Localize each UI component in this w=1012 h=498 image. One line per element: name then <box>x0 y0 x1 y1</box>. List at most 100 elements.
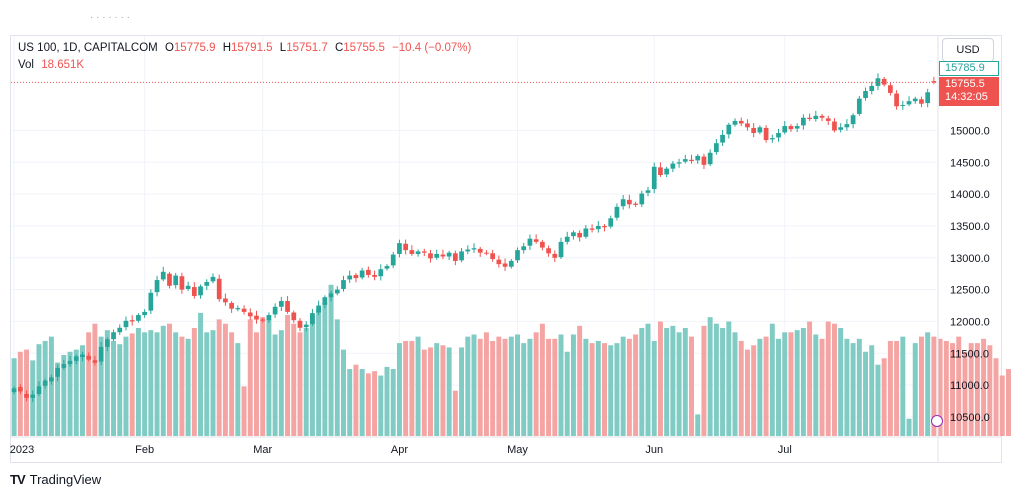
volume-bar <box>396 343 402 436</box>
candle-body <box>365 269 371 275</box>
candle-body <box>254 315 259 320</box>
volume-bar <box>111 340 117 436</box>
volume-bar <box>769 323 775 436</box>
candle-body <box>61 364 67 368</box>
candle-body <box>888 85 893 93</box>
x-tick-label: Apr <box>391 444 408 456</box>
candle-body <box>123 320 129 328</box>
volume-bar <box>490 340 496 436</box>
candle-body <box>751 127 757 134</box>
candle-body <box>533 239 539 242</box>
volume-bar <box>937 338 943 436</box>
volume-bar <box>291 323 297 436</box>
volume-bar <box>546 338 552 436</box>
volume-bar <box>241 386 247 436</box>
volume-bar <box>720 328 726 436</box>
volume-bar <box>515 334 520 436</box>
candle-body <box>794 126 800 129</box>
candle-body <box>179 276 185 290</box>
candle-body <box>17 386 23 392</box>
candle-body <box>881 78 887 85</box>
candle-body <box>67 360 73 365</box>
candle-body <box>838 127 844 130</box>
volume-bar <box>285 315 291 436</box>
volume-bar <box>564 351 570 436</box>
volume-bar <box>160 325 166 436</box>
volume-bar <box>272 334 278 436</box>
candle-body <box>508 260 514 267</box>
volume-bar <box>328 284 334 436</box>
volume-bar <box>682 328 688 436</box>
volume-bar <box>266 319 272 436</box>
candle-body <box>894 93 899 107</box>
volume-bar <box>962 351 968 436</box>
volume-bar <box>390 369 396 436</box>
currency-button[interactable]: USD <box>942 38 994 62</box>
volume-bar <box>135 328 141 436</box>
candle-body <box>459 251 464 261</box>
volume-bar <box>322 302 328 436</box>
candle-body <box>931 81 937 83</box>
candle-body <box>210 276 216 282</box>
tradingview-logo[interactable]: TV TradingView <box>10 472 101 487</box>
volume-bar <box>403 340 409 436</box>
compare-circle-icon[interactable] <box>931 415 943 427</box>
candle-body <box>154 280 160 293</box>
volume-bar <box>577 325 583 436</box>
volume-bar <box>11 358 17 436</box>
volume-bar <box>297 332 303 436</box>
candle-body <box>813 115 819 120</box>
symbol-title[interactable]: US 100, 1D, CAPITALCOM <box>18 42 158 54</box>
candle-body <box>552 253 558 258</box>
y-tick-label: 13500.0 <box>950 221 990 233</box>
ohlc-legend: US 100, 1D, CAPITALCOM O15775.9 H15791.5… <box>18 42 471 54</box>
candle-body <box>73 356 79 361</box>
volume-bar <box>316 308 322 436</box>
volume-bar <box>409 340 415 436</box>
volume-bar <box>191 328 197 436</box>
volume-value: 18.651K <box>41 59 85 71</box>
volume-bar <box>539 323 545 436</box>
candle-body <box>819 115 825 118</box>
candle-body <box>204 281 210 286</box>
candle-body <box>689 159 694 162</box>
candle-body <box>832 121 837 131</box>
volume-bar <box>925 332 931 436</box>
x-tick-label: Jul <box>778 444 792 456</box>
candle-body <box>776 133 781 138</box>
candle-body <box>173 275 179 286</box>
volume-bar <box>73 349 79 436</box>
volume-bar <box>912 343 918 436</box>
volume-bar <box>104 330 110 436</box>
volume-label[interactable]: Vol <box>18 59 34 71</box>
candle-body <box>428 253 433 259</box>
candle-body <box>875 78 881 86</box>
candle-body <box>285 301 290 312</box>
y-tick-label: 15000.0 <box>950 125 990 137</box>
volume-bar <box>98 336 104 436</box>
close-value: 15755.5 <box>343 42 385 54</box>
volume-bar <box>987 345 993 436</box>
candle-body <box>788 126 794 130</box>
candle-body <box>527 238 533 246</box>
volume-bar <box>974 343 980 436</box>
bar-countdown: 14:32:05 <box>945 91 988 103</box>
candle-body <box>602 225 607 228</box>
candle-body <box>608 218 614 227</box>
candle-body <box>595 225 601 230</box>
volume-bar <box>48 336 54 436</box>
candle-body <box>440 254 446 257</box>
candle-body <box>769 138 775 140</box>
candle-body <box>359 270 365 278</box>
volume-bar <box>626 338 632 436</box>
volume-bar <box>589 343 595 436</box>
volume-bar <box>850 343 856 436</box>
candle-body <box>272 306 278 315</box>
volume-bar <box>378 375 384 436</box>
candle-body <box>223 298 228 303</box>
volume-bar <box>353 364 359 436</box>
candle-body <box>378 269 384 277</box>
candle-body <box>676 162 682 164</box>
volume-bar <box>713 323 719 436</box>
